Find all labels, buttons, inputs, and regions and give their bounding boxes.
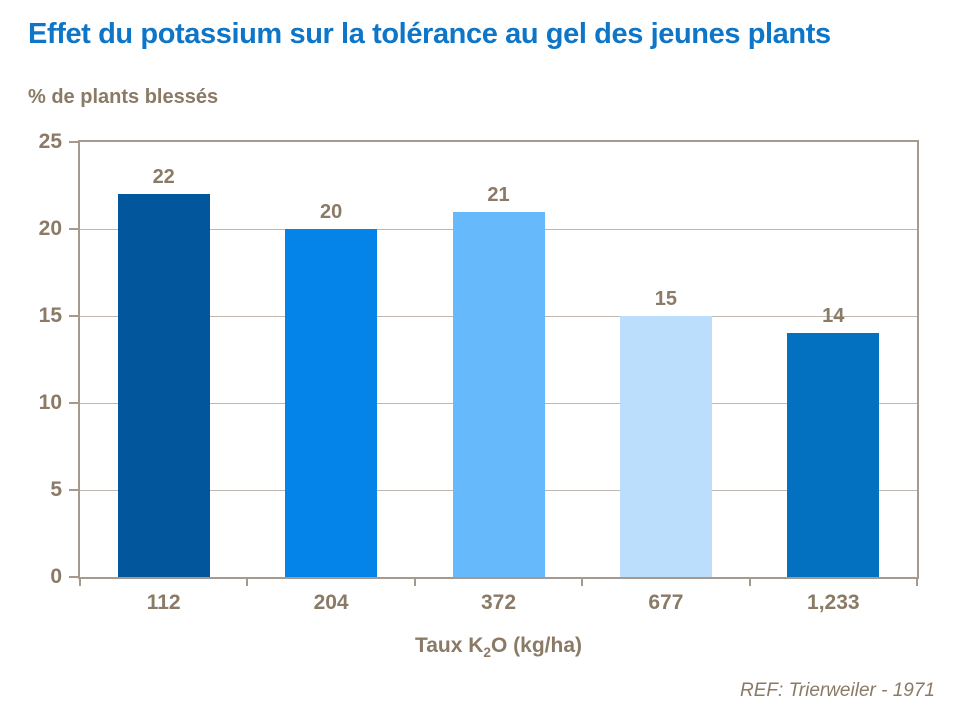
x-tick-mark: [748, 579, 751, 586]
x-axis-title: Taux K2O (kg/ha): [78, 634, 919, 660]
bar-value-label: 20: [319, 201, 343, 223]
x-tick-mark: [581, 579, 584, 586]
x-axis-title-prefix: Taux K: [414, 634, 484, 657]
y-tick-mark: [69, 402, 78, 404]
x-tick-mark: [413, 579, 416, 586]
x-tick-label: 1,233: [807, 591, 860, 614]
x-tick-label: 204: [313, 591, 349, 614]
y-tick-label: 15: [38, 304, 62, 327]
x-tick-label: 372: [480, 591, 517, 614]
x-tick-label: 112: [146, 591, 181, 614]
y-tick-mark: [69, 489, 78, 491]
reference-note: REF: Trierweiler - 1971: [740, 680, 935, 701]
y-tick-mark: [69, 141, 78, 143]
y-tick-label: 0: [50, 565, 62, 588]
y-tick-label: 25: [38, 130, 62, 153]
y-tick-label: 10: [38, 391, 62, 414]
y-tick-label: 20: [38, 217, 62, 240]
bar-value-label: 22: [152, 166, 175, 189]
bar-value-label: 21: [487, 183, 510, 206]
bar-1,233: [787, 333, 880, 577]
bar-112: [117, 194, 210, 577]
bar-372: [452, 211, 545, 577]
y-axis-title: % de plants blessés: [28, 86, 219, 108]
x-tick-label: 677: [648, 591, 684, 614]
y-tick-mark: [69, 228, 78, 230]
y-tick-mark: [69, 576, 78, 578]
y-tick-mark: [69, 315, 78, 317]
x-axis-title-subscript: 2: [483, 645, 492, 661]
bar-204: [285, 229, 378, 577]
bar-677: [619, 316, 712, 577]
chart-title: Effet du potassium sur la tolérance au g…: [28, 18, 831, 50]
bar-value-label: 15: [654, 288, 678, 310]
x-axis-title-suffix: O (kg/ha): [491, 634, 583, 657]
y-tick-label: 5: [50, 478, 62, 501]
bar-value-label: 14: [822, 305, 845, 328]
x-tick-mark: [246, 579, 249, 586]
x-tick-mark: [79, 579, 81, 586]
plot-area: [78, 140, 919, 579]
x-tick-mark: [916, 579, 918, 586]
